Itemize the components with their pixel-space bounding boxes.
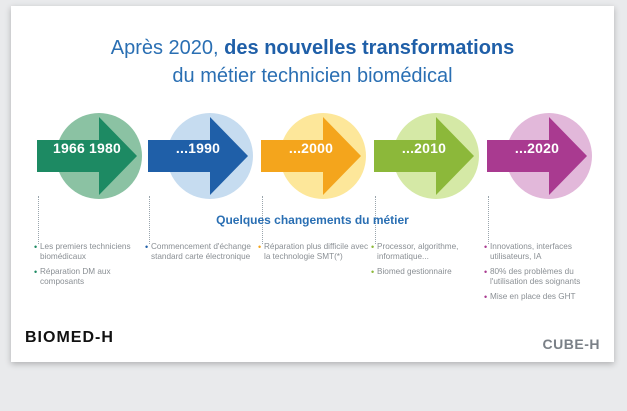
era-2: ...1990	[148, 106, 253, 206]
note-item: • Processor, algorithme, informatique...	[371, 242, 483, 262]
title-line-1: Après 2020, des nouvelles transformation…	[11, 36, 614, 60]
arrow-icon	[374, 117, 474, 195]
note-text: Réparation DM aux composants	[40, 267, 111, 286]
bullet-icon: •	[34, 242, 38, 252]
era-notes: • Commencement d'échange standard carte é…	[145, 242, 257, 267]
note-text: Innovations, interfaces utilisateurs, IA	[490, 242, 572, 261]
dotted-connector	[262, 196, 263, 244]
note-item: • Les premiers techniciens biomédicaux	[34, 242, 146, 262]
note-item: • Réparation plus difficile avec la techn…	[258, 242, 370, 262]
note-text: Mise en place des GHT	[490, 292, 576, 301]
era-label: ...2010	[401, 140, 447, 156]
note-text: Réparation plus difficile avec la techno…	[264, 242, 369, 261]
era-label: ...2020	[514, 140, 560, 156]
era-notes: • Processor, algorithme, informatique... •…	[371, 242, 483, 282]
dotted-connector	[38, 196, 39, 244]
biomed-h-logo: BIOMED-H	[25, 329, 114, 346]
era-notes: • Innovations, interfaces utilisateurs, I…	[484, 242, 596, 307]
note-text: Commencement d'échange standard carte él…	[151, 242, 251, 261]
dotted-connector	[488, 196, 489, 244]
note-item: • Biomed gestionnaire	[371, 267, 483, 277]
note-text: Biomed gestionnaire	[377, 267, 452, 276]
title-bold: des nouvelles transformations	[224, 37, 515, 59]
era-5: ...2020	[487, 106, 592, 206]
note-item: • Commencement d'échange standard carte é…	[145, 242, 257, 262]
title-line-2: du métier technicien biomédical	[172, 65, 453, 87]
subtitle: Quelques changements du métier	[216, 213, 409, 227]
era-4: ...2010	[374, 106, 479, 206]
era-notes: • Les premiers techniciens biomédicaux • Ré…	[34, 242, 146, 292]
bullet-icon: •	[258, 242, 262, 252]
era-label: 1966 1980	[53, 140, 121, 156]
era-3: ...2000	[261, 106, 366, 206]
bullet-icon: •	[484, 242, 488, 252]
dotted-connector	[375, 196, 376, 244]
note-item: • Réparation DM aux composants	[34, 267, 146, 287]
note-text: 80% des problèmes du l'utilisation des s…	[490, 267, 581, 286]
cube-h-logo: CUBE-H	[542, 336, 600, 352]
era-1: 1966 1980	[37, 106, 142, 206]
infographic-card: Après 2020, des nouvelles transformation…	[11, 6, 614, 362]
note-item: • Innovations, interfaces utilisateurs, I…	[484, 242, 596, 262]
bullet-icon: •	[371, 242, 375, 252]
arrow-icon	[261, 117, 361, 195]
bullet-icon: •	[145, 242, 149, 252]
bullet-icon: •	[484, 267, 488, 277]
note-text: Processor, algorithme, informatique...	[377, 242, 459, 261]
note-item: • Mise en place des GHT	[484, 292, 596, 302]
bullet-icon: •	[34, 267, 38, 277]
bullet-icon: •	[371, 267, 375, 277]
arrow-icon	[487, 117, 587, 195]
era-label: ...2000	[288, 140, 334, 156]
title-prefix: Après 2020,	[110, 37, 225, 59]
bullet-icon: •	[484, 292, 488, 302]
arrow-icon	[148, 117, 248, 195]
arrow-icon	[37, 117, 137, 195]
dotted-connector	[149, 196, 150, 244]
era-notes: • Réparation plus difficile avec la techn…	[258, 242, 370, 267]
note-item: • 80% des problèmes du l'utilisation des …	[484, 267, 596, 287]
note-text: Les premiers techniciens biomédicaux	[40, 242, 131, 261]
era-label: ...1990	[175, 140, 221, 156]
